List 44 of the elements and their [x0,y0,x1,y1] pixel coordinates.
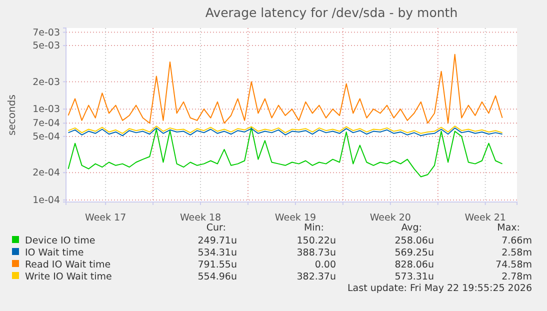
x-tick-label: Week 17 [84,212,126,224]
legend-label: Write IO Wait time [25,272,112,282]
text: Min: [304,222,324,234]
y-tick-label: 2e-03 [32,76,60,88]
text: 388.73u [296,248,336,258]
x-tick-label: Week 18 [180,212,222,224]
y-tick-label: 1e-03 [32,104,60,116]
text: 258.06u [394,236,434,246]
text: 0.00 [314,260,336,270]
line-series [68,54,503,124]
y-tick-label: 2e-04 [32,168,60,179]
line-series [68,126,503,178]
y-tick-label: 7e-04 [32,118,60,130]
text: 150.22u [296,236,336,246]
legend-label: IO Wait time [25,248,84,258]
line-series [68,126,503,134]
text: Last update: Fri May 22 19:55:25 2026 [348,283,532,294]
text: 828.06u [394,260,434,270]
y-tick-label: 7e-03 [32,27,60,38]
text: 554.96u [198,272,237,282]
legend-label: Device IO time [25,236,96,246]
x-tick-label: Week 19 [274,212,316,224]
text: 249.71u [198,236,237,246]
y-axis-title: seconds [7,94,18,136]
x-tick-label: Week 20 [370,212,411,224]
text: 573.31u [394,272,434,282]
text: 74.58m [496,260,532,270]
text: 382.37u [296,272,336,282]
text: 791.55u [198,260,237,270]
text: 2.58m [502,248,532,258]
text: Max: [497,222,520,234]
y-tick-label: 1e-04 [32,195,60,206]
text: 569.25u [394,248,434,258]
y-tick-label: 5e-03 [32,40,60,52]
line-series [68,127,503,136]
text: 534.31u [198,248,237,258]
legend-label: Read IO Wait time [25,260,111,270]
text: 7.66m [502,236,532,246]
text: Cur: [206,222,226,234]
chart-title: Average latency for /dev/sda - by month [205,5,458,20]
x-tick-label: Week 21 [464,212,506,224]
text: 2.78m [502,272,532,282]
y-tick-label: 5e-04 [32,131,60,142]
text: Avg: [401,222,422,234]
